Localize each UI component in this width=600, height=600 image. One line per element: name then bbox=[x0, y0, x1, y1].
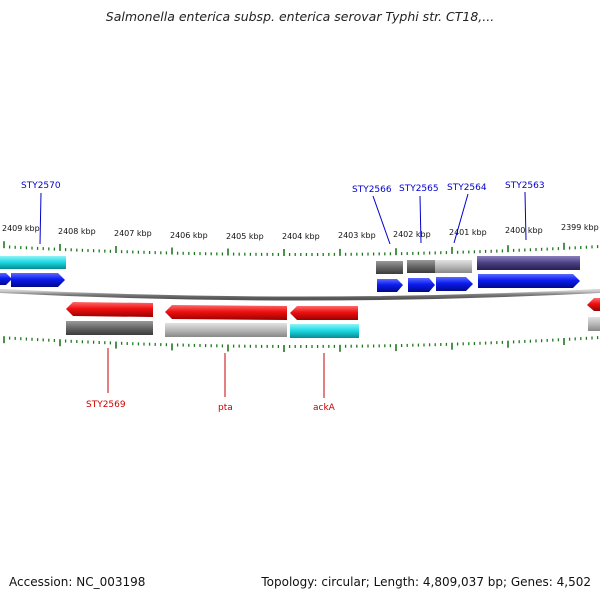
feature-bar bbox=[407, 260, 435, 273]
tick-row-inner bbox=[3, 336, 599, 352]
feature-bar bbox=[477, 256, 580, 270]
gene-label-sty2569: STY2569 bbox=[86, 400, 126, 410]
feature-bar bbox=[588, 317, 600, 331]
cds-arrow bbox=[0, 273, 12, 285]
gene-label-acka: ackA bbox=[313, 403, 336, 413]
forward-cds-arrows bbox=[0, 273, 580, 292]
feature-bar bbox=[435, 260, 472, 273]
gene-label-sty2563: STY2563 bbox=[505, 181, 545, 191]
scale-label: 2407 kbp bbox=[114, 229, 152, 238]
reverse-labels: STY2569 pta ackA bbox=[86, 400, 336, 413]
gene-arrow bbox=[165, 305, 287, 320]
gene-label-sty2570: STY2570 bbox=[21, 181, 61, 191]
topology-summary-text: Topology: circular; Length: 4,809,037 bp… bbox=[261, 575, 591, 589]
gene-label-sty2564: STY2564 bbox=[447, 183, 487, 193]
scale-label: 2406 kbp bbox=[170, 231, 208, 240]
gene-arrow bbox=[66, 302, 153, 317]
scale-label: 2402 kbp bbox=[393, 230, 431, 239]
forward-labels: STY2570 STY2566 STY2565 STY2564 STY2563 bbox=[21, 181, 545, 195]
scale-label: 2408 kbp bbox=[58, 227, 96, 236]
gene-arrow bbox=[587, 298, 600, 311]
accession-text: Accession: NC_003198 bbox=[9, 575, 146, 589]
feature-bar bbox=[290, 324, 359, 338]
feature-bar bbox=[66, 321, 153, 335]
scale-labels: 2409 kbp 2408 kbp 2407 kbp 2406 kbp 2405… bbox=[2, 223, 599, 241]
gene-label-pta: pta bbox=[218, 403, 233, 413]
cds-arrow bbox=[436, 277, 473, 291]
scale-label: 2403 kbp bbox=[338, 231, 376, 240]
reverse-gene-arrows bbox=[66, 298, 600, 320]
forward-leader-lines bbox=[39, 191, 527, 245]
gene-label-sty2565: STY2565 bbox=[399, 184, 439, 194]
cds-arrow bbox=[377, 279, 403, 292]
map-title: Salmonella enterica subsp. enterica sero… bbox=[105, 9, 495, 24]
scale-label: 2405 kbp bbox=[226, 232, 264, 241]
feature-bar bbox=[376, 261, 403, 274]
feature-bar bbox=[165, 323, 287, 337]
forward-feature-bars bbox=[0, 256, 580, 274]
genome-backbone bbox=[0, 289, 600, 301]
tick-row-outer bbox=[3, 241, 599, 256]
scale-label: 2399 kbp bbox=[561, 223, 599, 232]
scale-label: 2400 kbp bbox=[505, 226, 543, 235]
feature-bar bbox=[0, 256, 66, 269]
cds-arrow bbox=[11, 273, 65, 287]
cds-arrow bbox=[408, 278, 435, 292]
gene-arrow bbox=[290, 306, 358, 320]
scale-label: 2409 kbp bbox=[2, 224, 40, 233]
cds-arrow bbox=[478, 274, 580, 288]
reverse-feature-bars bbox=[66, 317, 600, 338]
scale-label: 2401 kbp bbox=[449, 228, 487, 237]
gene-label-sty2566: STY2566 bbox=[352, 185, 392, 195]
scale-label: 2404 kbp bbox=[282, 232, 320, 241]
reverse-leader-lines bbox=[107, 348, 325, 398]
